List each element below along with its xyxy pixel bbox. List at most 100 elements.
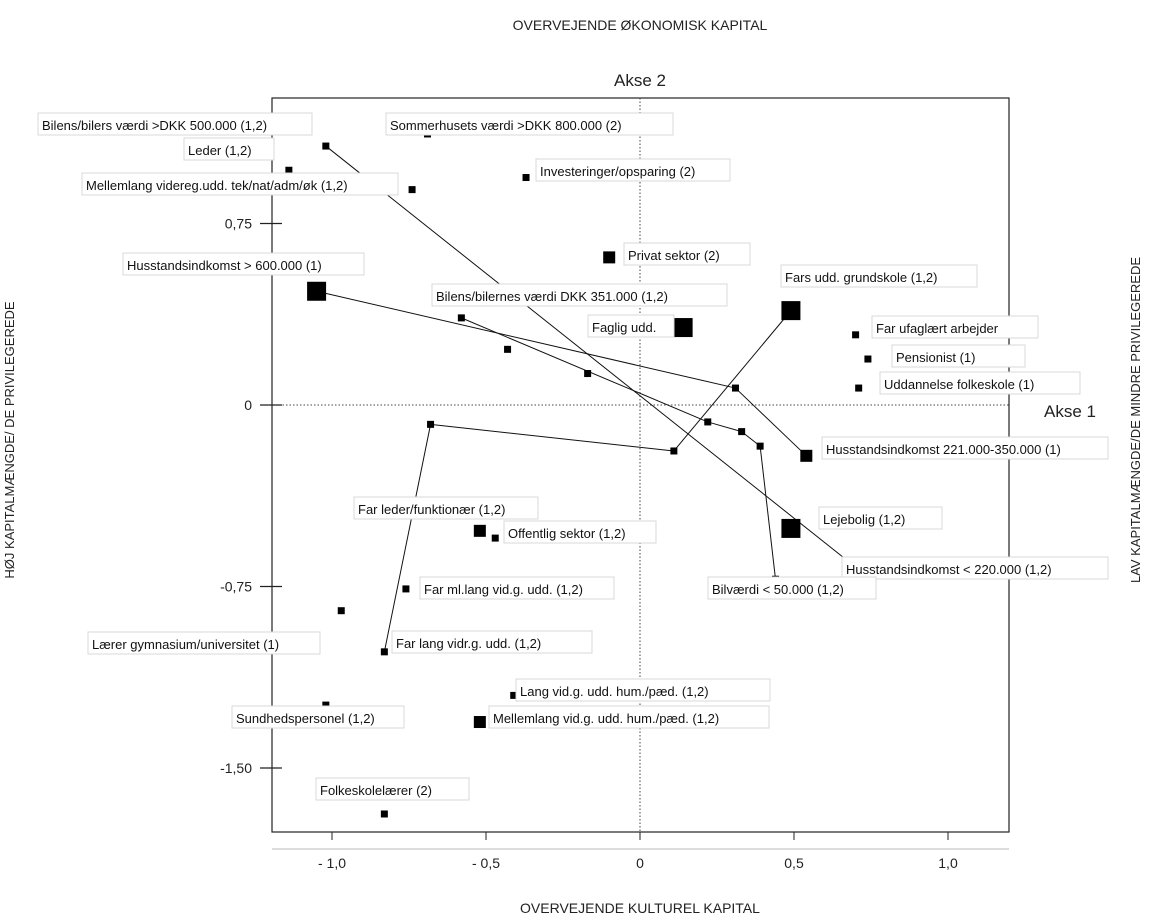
point-label: Far leder/funktionær (1,2) [358, 502, 505, 517]
point-label-box [37, 112, 313, 136]
point-label-box [81, 172, 399, 196]
point-marker [457, 314, 465, 322]
chart-title: Akse 2 [614, 71, 666, 90]
point-label-box [871, 315, 1039, 339]
point-label: Pensionist (1) [896, 350, 975, 365]
point-label: Faglig udd. [592, 320, 656, 335]
point-label: Mellemlang vid.g. udd. hum./pæd. (1,2) [493, 711, 719, 726]
point-label: Far lang vidr.g. udd. (1,2) [396, 636, 541, 651]
point-label-box [391, 630, 593, 654]
point-label: Lærer gymnasium/universitet (1) [92, 637, 279, 652]
top-caption: OVERVEJENDE ØKONOMISK KAPITAL [513, 17, 768, 33]
point-label-box [87, 631, 321, 655]
connector-line [759, 446, 777, 580]
point-label: Leder (1,2) [188, 143, 252, 158]
x-tick-label: 0,5 [784, 855, 804, 871]
connector-line [383, 424, 432, 652]
x-tick-label: 0 [636, 855, 644, 871]
point-marker [781, 518, 801, 538]
point-marker [380, 810, 388, 818]
point-label-box [515, 678, 771, 702]
point-label: Investeringer/opsparing (2) [540, 164, 695, 179]
point-marker [491, 534, 499, 542]
connector-line [673, 310, 792, 452]
point-label: Fars udd. grundskole (1,2) [785, 270, 937, 285]
x-tick-label: - 1,0 [318, 855, 346, 871]
point-marker [864, 355, 872, 363]
point-marker [337, 607, 345, 615]
x-tick-label: - 0,5 [472, 855, 500, 871]
y-tick-label: 0 [244, 397, 252, 413]
point-label-box [488, 705, 770, 729]
connector-line [430, 423, 674, 452]
point-label-box [353, 496, 539, 520]
junction-marker [738, 428, 746, 436]
point-marker [673, 318, 693, 338]
x-tick-label: 1,0 [938, 855, 958, 871]
point-label: Husstandsindkomst 221.000-350.000 (1) [826, 442, 1061, 457]
point-label: Privat sektor (2) [628, 248, 720, 263]
y-tick-label: 0,75 [225, 216, 252, 232]
point-label: Husstandsindkomst > 600.000 (1) [127, 258, 322, 273]
point-label-box [431, 283, 728, 307]
point-marker [307, 281, 327, 301]
bottom-caption: OVERVEJENDE KULTUREL KAPITAL [520, 900, 760, 916]
junction-marker [704, 418, 712, 426]
point-marker [322, 701, 330, 709]
point-label-box [707, 576, 877, 600]
point-marker [402, 585, 410, 593]
point-label-box [385, 112, 674, 136]
point-label-box [891, 344, 1026, 368]
point-label-box [623, 242, 751, 266]
point-marker [781, 301, 801, 321]
point-marker [800, 449, 813, 462]
point-label-box [780, 264, 978, 288]
connector-line [325, 145, 856, 568]
connector-line [707, 421, 742, 433]
point-label: Husstandsindkomst < 220.000 (1,2) [846, 562, 1052, 577]
right-caption: LAV KAPITALMÆNGDE/DE MINDRE PRIVILEGERED… [1128, 257, 1143, 583]
point-label: Folkeskolelærer (2) [320, 783, 432, 798]
connector-line [461, 317, 708, 423]
junction-marker [504, 345, 512, 353]
point-marker [522, 174, 530, 182]
point-label: Sundhedspersonel (1,2) [236, 711, 375, 726]
point-label-box [841, 556, 1109, 580]
point-label-box [535, 158, 731, 182]
point-marker [322, 142, 330, 150]
point-label: Mellemlang videreg.udd. tek/nat/adm/øk (… [86, 178, 348, 193]
point-label: Bilværdi < 50.000 (1,2) [712, 582, 844, 597]
point-label-box [122, 252, 365, 276]
point-marker [852, 331, 860, 339]
point-label-box [231, 705, 405, 729]
point-marker [855, 384, 863, 392]
point-label-box [879, 371, 1081, 395]
x-axis-label: Akse 1 [1044, 402, 1096, 421]
point-marker [285, 166, 293, 174]
y-tick-label: -1,50 [220, 760, 252, 776]
junction-marker [427, 420, 435, 428]
point-marker [473, 716, 486, 729]
connector-line [735, 387, 807, 457]
point-label: Bilens/bilernes værdi DKK 351.000 (1,2) [436, 289, 668, 304]
point-label-box [587, 314, 675, 338]
point-marker [380, 648, 388, 656]
point-marker [473, 524, 486, 537]
junction-marker [731, 384, 739, 392]
point-label: Far ml.lang vid.g. udd. (1,2) [424, 582, 583, 597]
point-label: Sommerhusets værdi >DKK 800.000 (2) [390, 118, 622, 133]
point-marker [510, 691, 518, 699]
point-label: Far ufaglært arbejder [876, 321, 999, 336]
point-label-box [315, 777, 470, 801]
point-label: Lejebolig (1,2) [823, 512, 905, 527]
y-tick-label: -0,75 [220, 579, 252, 595]
point-label: Bilens/bilers værdi >DKK 500.000 (1,2) [42, 118, 267, 133]
point-label: Lang vid.g. udd. hum./pæd. (1,2) [520, 684, 709, 699]
point-marker [603, 251, 616, 264]
connector-line [316, 290, 736, 389]
point-label: Offentlig sektor (1,2) [508, 526, 626, 541]
point-label-box [503, 520, 657, 544]
point-marker [408, 186, 416, 194]
left-caption: HØJ KAPITALMÆNGDE/ DE PRIVILEGEREDE [2, 301, 17, 578]
